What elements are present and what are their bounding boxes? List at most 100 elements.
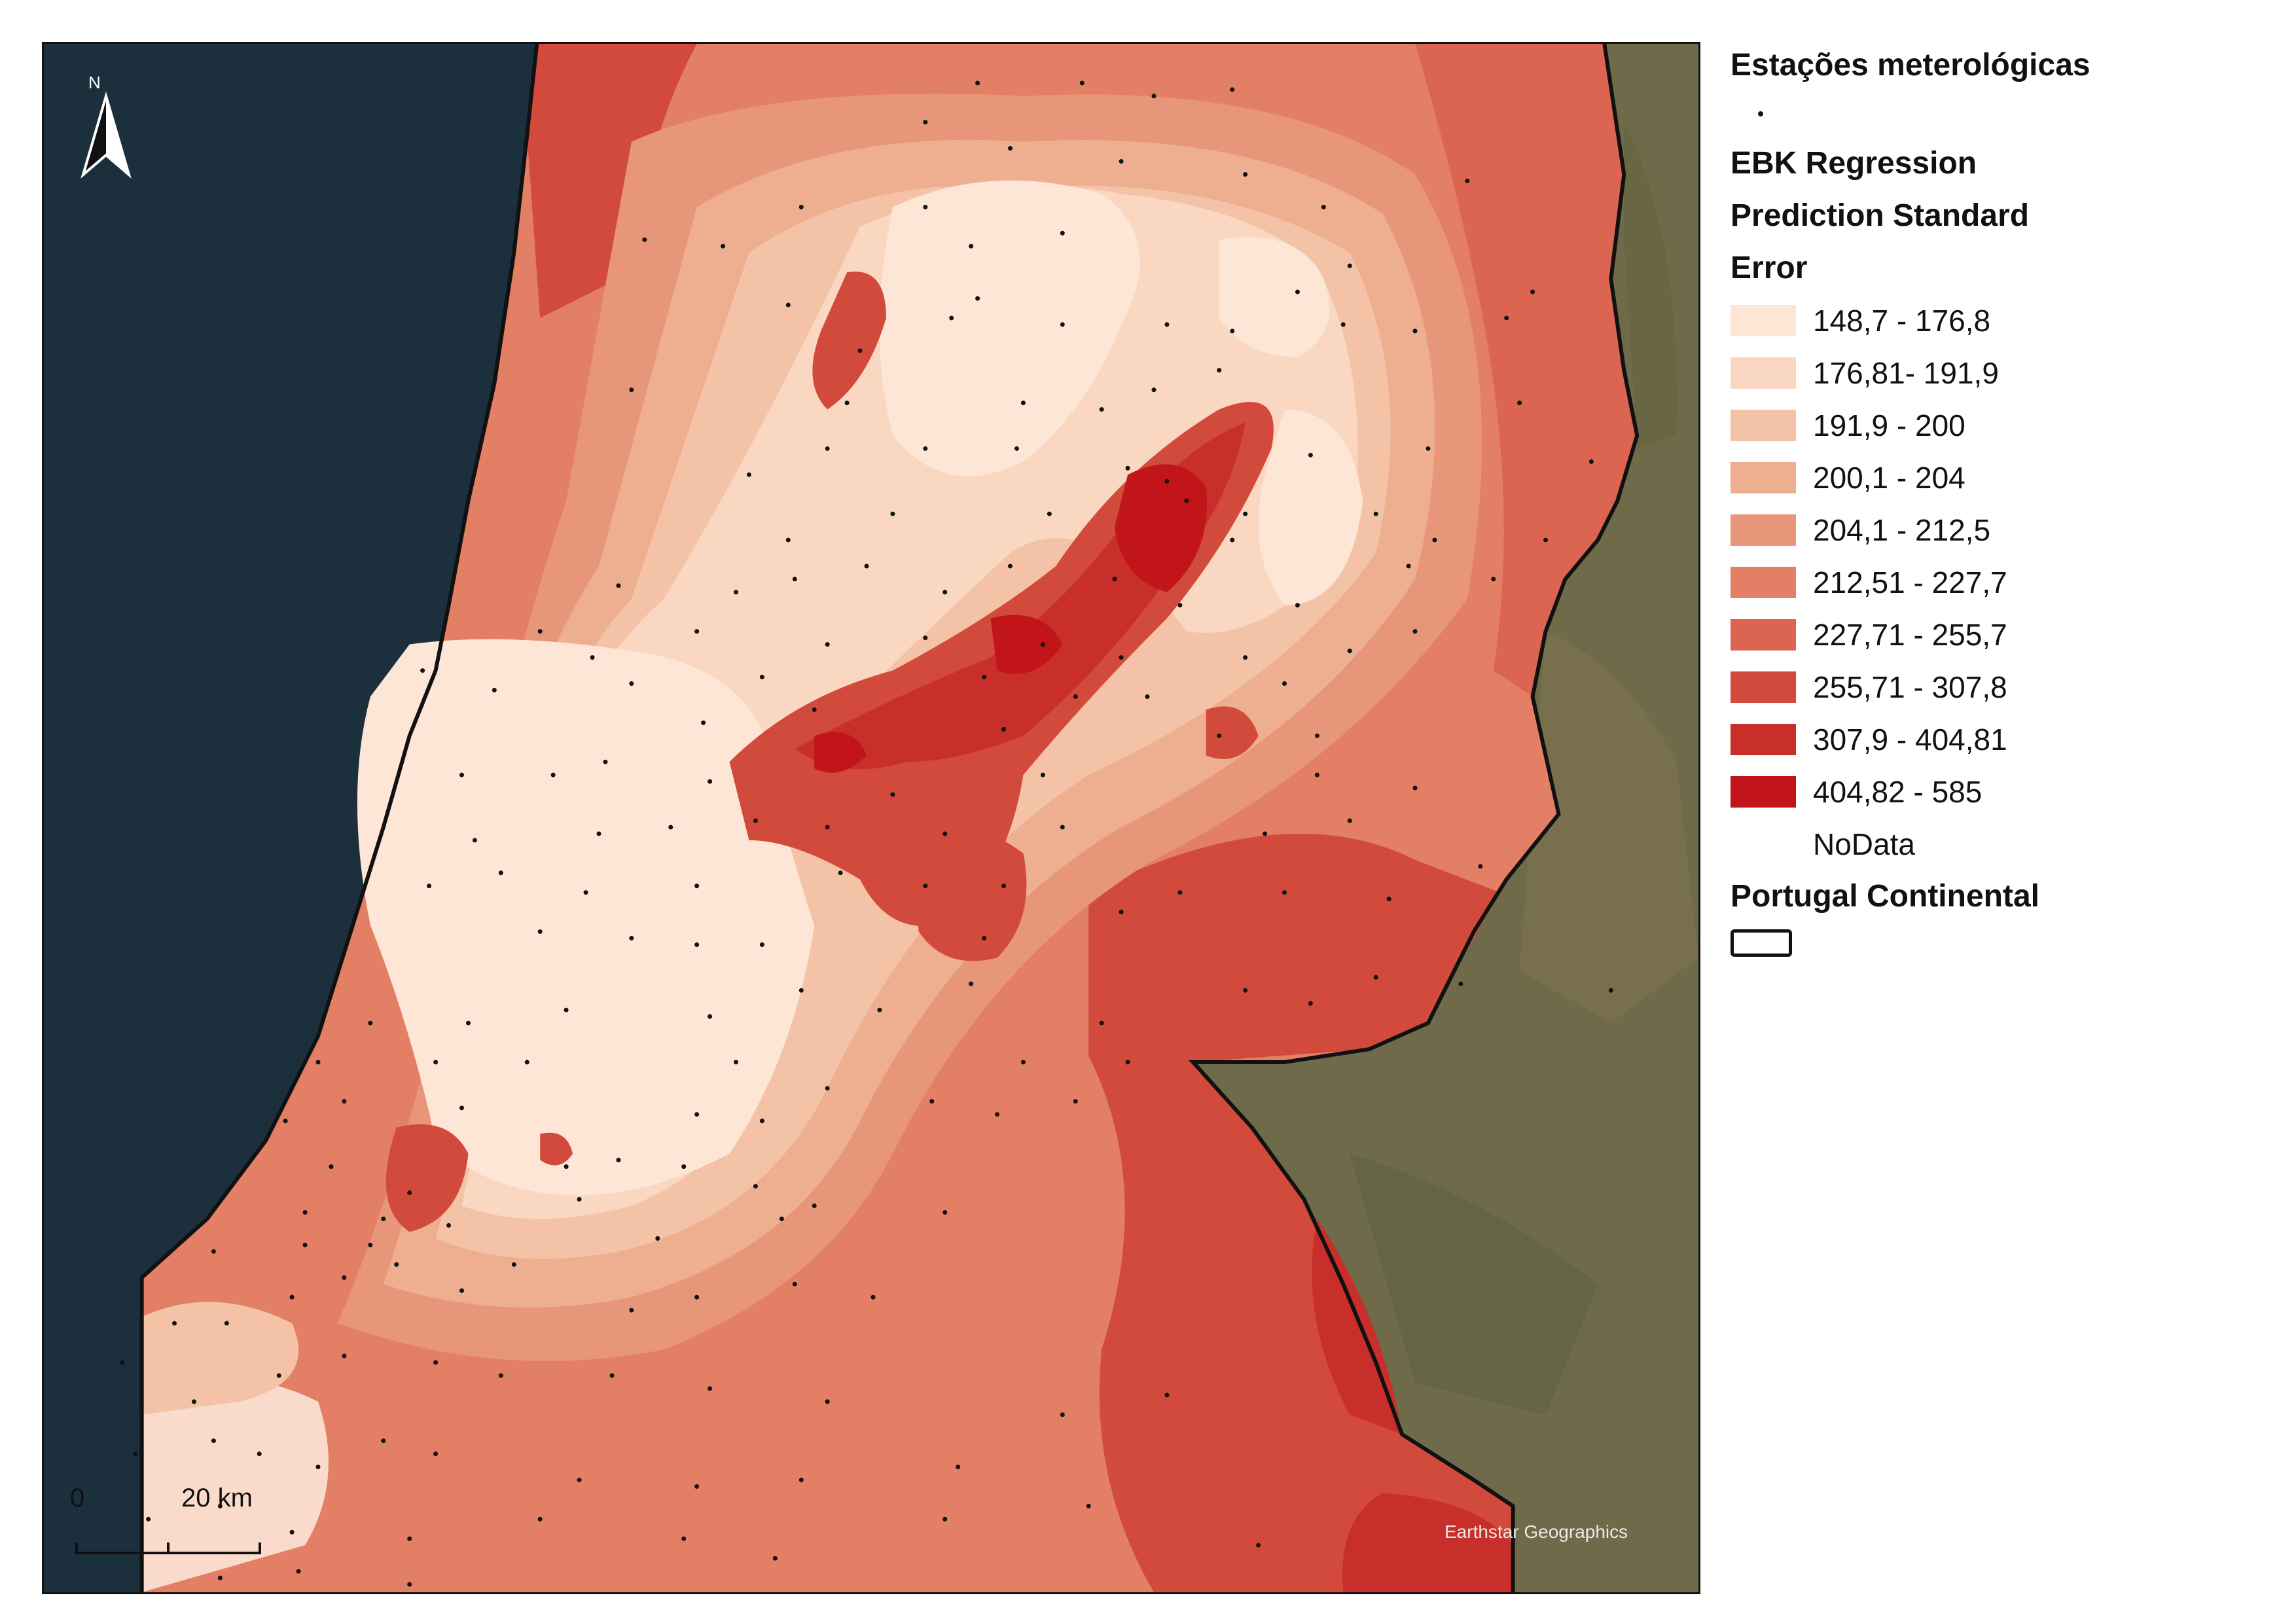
scale-zero-label: 0 bbox=[70, 1484, 85, 1512]
station-point bbox=[172, 1321, 177, 1326]
surface-zone bbox=[141, 1375, 329, 1592]
station-point bbox=[655, 1236, 660, 1241]
station-point bbox=[759, 675, 764, 680]
surface-zone bbox=[814, 732, 867, 773]
station-point bbox=[577, 1477, 582, 1482]
station-point bbox=[537, 629, 543, 634]
station-point bbox=[1347, 818, 1352, 823]
station-point bbox=[1151, 387, 1157, 393]
station-point bbox=[1412, 629, 1418, 634]
surface-zone bbox=[1206, 706, 1259, 759]
station-point bbox=[433, 1060, 439, 1065]
station-point bbox=[590, 655, 595, 660]
station-point bbox=[217, 1575, 223, 1580]
station-point bbox=[1177, 603, 1183, 608]
station-point bbox=[1373, 974, 1378, 980]
station-point bbox=[1060, 322, 1065, 327]
legend-class-row: 255,71 - 307,8 bbox=[1731, 661, 2267, 713]
station-point bbox=[133, 1452, 138, 1457]
station-point bbox=[701, 720, 706, 725]
station-point bbox=[753, 818, 758, 823]
station-point bbox=[942, 1209, 948, 1215]
surface-zone bbox=[540, 1132, 573, 1166]
station-point bbox=[1047, 511, 1052, 516]
portugal-boundary bbox=[1189, 44, 1640, 1592]
surface-zone bbox=[1258, 409, 1363, 605]
station-point bbox=[550, 772, 556, 777]
station-point bbox=[844, 401, 850, 406]
surface-zone bbox=[990, 615, 1063, 674]
station-point bbox=[1458, 981, 1463, 986]
station-point bbox=[1426, 446, 1431, 451]
station-point bbox=[289, 1294, 295, 1300]
station-point bbox=[329, 1164, 334, 1169]
station-point bbox=[407, 1536, 412, 1541]
station-point bbox=[708, 1386, 713, 1391]
station-point bbox=[1308, 452, 1313, 457]
station-point bbox=[1164, 322, 1170, 327]
station-point bbox=[1217, 733, 1222, 738]
station-point bbox=[857, 348, 863, 353]
station-point bbox=[629, 1308, 634, 1313]
station-point bbox=[1230, 329, 1235, 334]
station-point bbox=[609, 1373, 615, 1378]
station-point bbox=[982, 936, 987, 941]
station-point bbox=[792, 577, 797, 582]
station-point bbox=[420, 668, 425, 673]
station-point bbox=[596, 831, 601, 836]
station-point bbox=[465, 1020, 471, 1026]
station-point bbox=[498, 1373, 503, 1378]
station-point bbox=[812, 707, 817, 712]
surface-zone bbox=[879, 180, 1140, 476]
station-point bbox=[1412, 329, 1418, 334]
surface-zone bbox=[905, 823, 1027, 961]
station-point bbox=[825, 1399, 830, 1404]
station-point bbox=[433, 1360, 439, 1365]
station-point bbox=[975, 80, 980, 86]
station-point bbox=[1008, 563, 1013, 569]
station-point bbox=[798, 1477, 804, 1482]
station-point bbox=[1504, 315, 1509, 321]
legend-nodata-label: NoData bbox=[1813, 827, 1915, 861]
station-point bbox=[890, 792, 895, 797]
portugal-boundary bbox=[139, 44, 539, 1592]
station-point bbox=[969, 981, 974, 986]
station-point bbox=[1243, 655, 1248, 660]
station-point bbox=[1314, 772, 1319, 777]
legend-classes: 148,7 - 176,8 176,81- 191,9 191,9 - 200 200… bbox=[1731, 294, 2267, 818]
station-point bbox=[629, 681, 634, 687]
station-point bbox=[296, 1569, 301, 1574]
station-point bbox=[459, 1288, 464, 1293]
station-point bbox=[1347, 649, 1352, 654]
station-point bbox=[995, 1112, 1000, 1117]
station-point bbox=[969, 243, 974, 249]
station-point bbox=[1008, 146, 1013, 151]
legend-class-row: 212,51 - 227,7 bbox=[1731, 556, 2267, 609]
station-point bbox=[825, 446, 830, 451]
station-point bbox=[982, 675, 987, 680]
station-point bbox=[1177, 890, 1183, 895]
station-point bbox=[870, 1294, 876, 1300]
legend-class-label: 227,71 - 255,7 bbox=[1813, 618, 2007, 652]
station-point bbox=[942, 590, 948, 595]
station-point bbox=[120, 1360, 125, 1365]
station-point bbox=[381, 1216, 386, 1221]
station-point bbox=[1001, 883, 1007, 889]
station-point bbox=[1465, 178, 1470, 183]
surface-zone bbox=[1088, 833, 1513, 1592]
station-point bbox=[1164, 478, 1170, 484]
map-frame[interactable]: N 0 20 km Earthstar Geographics bbox=[42, 42, 1700, 1594]
station-point bbox=[1230, 537, 1235, 543]
station-point bbox=[733, 590, 738, 595]
station-point bbox=[792, 1281, 797, 1287]
station-point bbox=[1060, 825, 1065, 830]
station-point bbox=[1020, 401, 1026, 406]
station-point bbox=[1432, 537, 1437, 543]
north-label: N bbox=[88, 73, 101, 92]
station-point bbox=[1099, 1020, 1104, 1026]
station-point bbox=[459, 1105, 464, 1111]
station-point bbox=[642, 237, 647, 242]
station-point bbox=[1295, 289, 1300, 294]
station-point bbox=[942, 831, 948, 836]
map-canvas[interactable] bbox=[44, 44, 1698, 1592]
